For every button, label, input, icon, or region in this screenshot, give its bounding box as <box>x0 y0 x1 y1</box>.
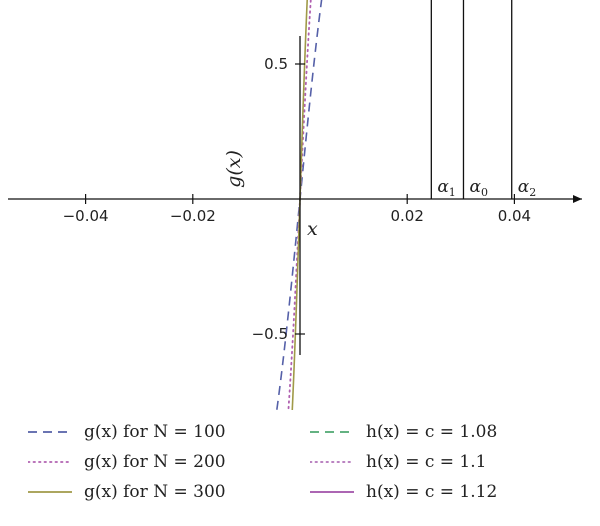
x-tick-label: −0.02 <box>170 207 216 225</box>
legend-swatch-4 <box>310 431 354 433</box>
legend-label-1: g(x) for N = 100 <box>84 422 226 442</box>
alpha-label-2: α2 <box>518 177 536 199</box>
x-tick-label: 0.04 <box>498 207 531 225</box>
legend-item-2: g(x) for N = 200 <box>28 450 226 474</box>
legend-item-1: g(x) for N = 100 <box>28 420 226 444</box>
x-tick-label: 0.02 <box>390 207 423 225</box>
legend-item-5: h(x) = c = 1.1 <box>310 450 486 474</box>
legend-swatch-2 <box>28 461 72 463</box>
legend-label-3: g(x) for N = 300 <box>84 482 226 502</box>
legend-swatch-3 <box>28 491 72 493</box>
legend-label-4: h(x) = c = 1.08 <box>366 422 498 442</box>
chart-axes: −0.04−0.020.020.04−1.0−0.50.51.0xg(x) <box>8 36 582 355</box>
legend-item-3: g(x) for N = 300 <box>28 480 226 504</box>
legend-item-4: h(x) = c = 1.08 <box>310 420 497 444</box>
y-tick-label: 0.5 <box>264 55 288 73</box>
legend-item-6: h(x) = c = 1.12 <box>310 480 497 504</box>
y-axis-label: g(x) <box>223 150 245 188</box>
legend-swatch-5 <box>310 461 354 463</box>
legend: g(x) for N = 100 g(x) for N = 200 g(x) for… <box>20 420 580 510</box>
x-tick-label: −0.04 <box>63 207 109 225</box>
y-tick-label: −0.5 <box>252 325 288 343</box>
legend-label-2: g(x) for N = 200 <box>84 452 226 472</box>
legend-swatch-6 <box>310 491 354 493</box>
alpha-label-1: α1 <box>437 177 455 199</box>
alpha-label-0: α0 <box>469 177 487 199</box>
legend-swatch-1 <box>28 431 72 433</box>
legend-label-5: h(x) = c = 1.1 <box>366 452 487 472</box>
x-axis-arrow <box>573 195 582 203</box>
x-axis-label: x <box>307 218 318 240</box>
legend-label-6: h(x) = c = 1.12 <box>366 482 498 502</box>
